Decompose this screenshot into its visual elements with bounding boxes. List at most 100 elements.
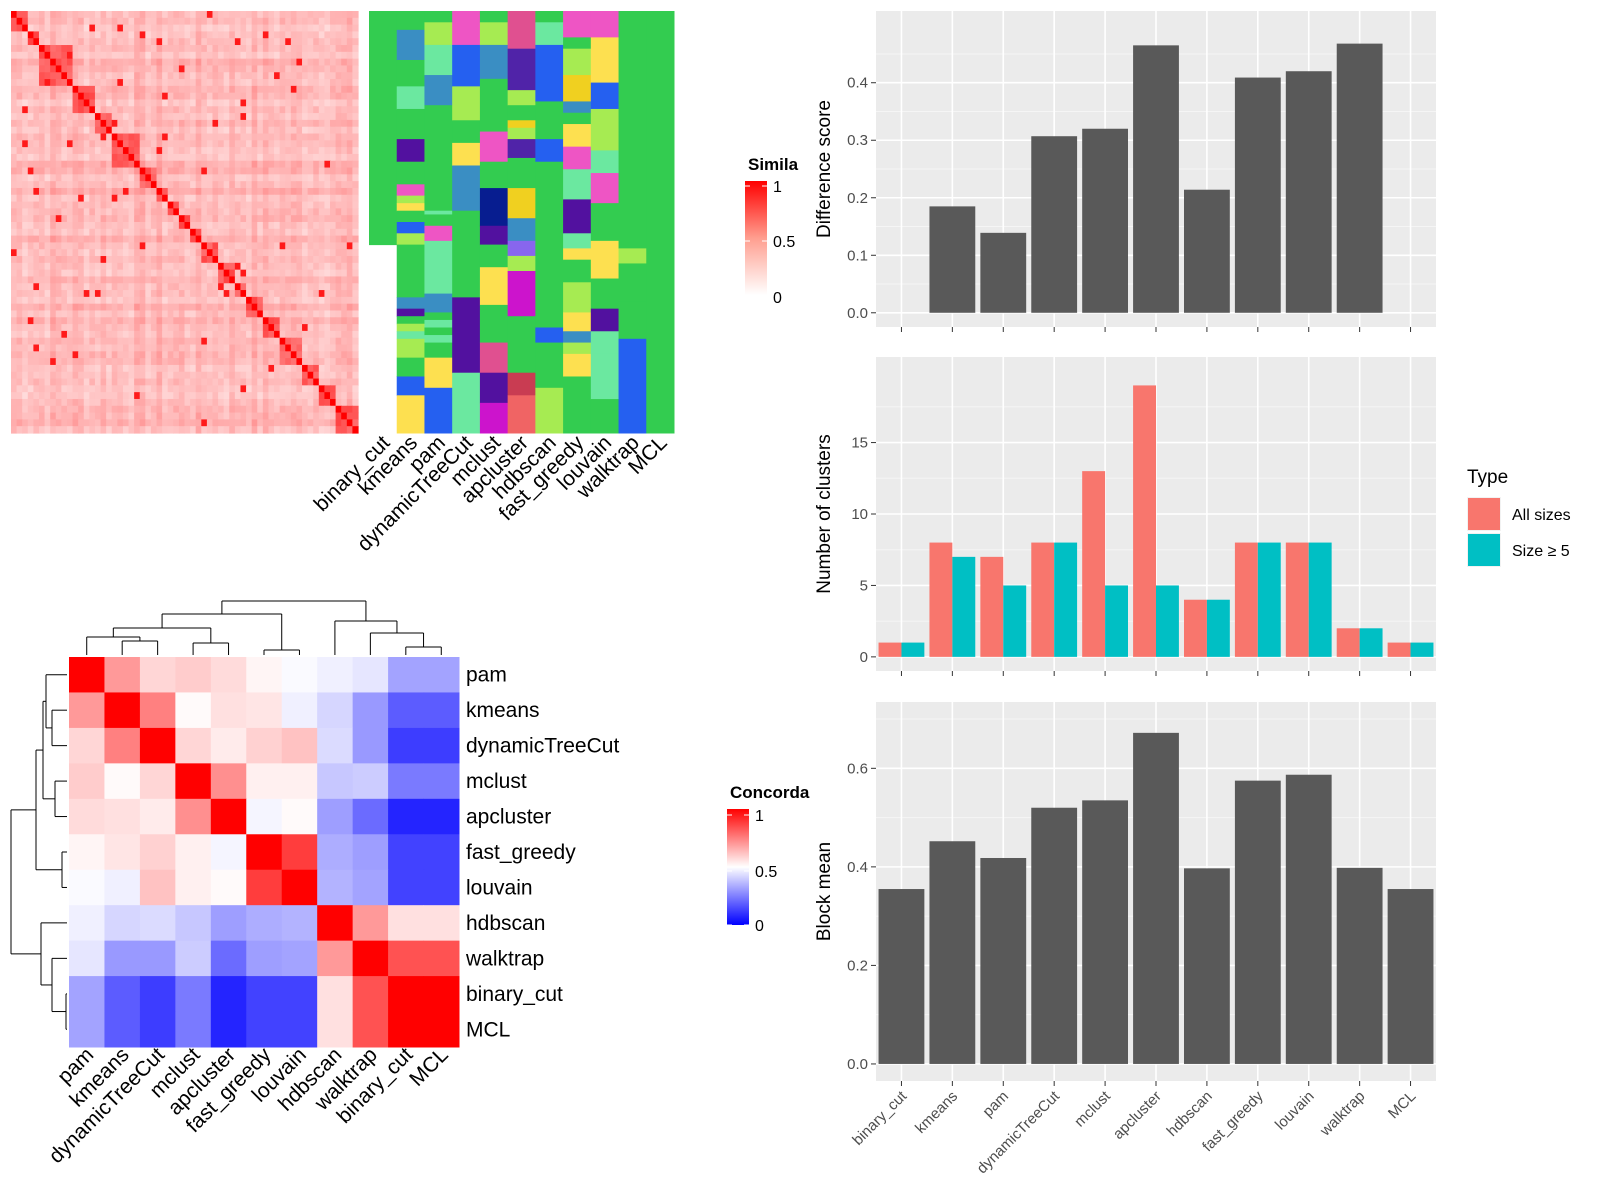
similarity-cell <box>346 194 354 203</box>
similarity-cell <box>223 24 230 33</box>
similarity-cell <box>111 119 118 128</box>
similarity-cell <box>139 24 146 33</box>
similarity-cell <box>190 392 197 400</box>
similarity-cell <box>285 351 292 359</box>
similarity-cell <box>145 296 152 305</box>
similarity-cell <box>229 17 236 26</box>
similarity-cell <box>173 412 180 420</box>
similarity-cell <box>279 351 286 359</box>
similarity-cell <box>139 317 146 325</box>
similarity-cell <box>83 242 90 250</box>
similarity-cell <box>61 412 68 420</box>
similarity-cell <box>44 412 51 420</box>
concordance-cell <box>246 940 283 977</box>
bar <box>929 206 976 313</box>
similarity-cell <box>162 269 169 278</box>
similarity-cell <box>229 174 236 182</box>
similarity-cell <box>89 99 96 107</box>
similarity-cell <box>234 269 242 278</box>
similarity-cell <box>50 160 57 169</box>
type-legend-key <box>1468 534 1500 566</box>
similarity-cell <box>55 290 62 298</box>
similarity-cell <box>139 72 146 80</box>
cluster-cell <box>590 11 620 38</box>
similarity-cell <box>223 351 230 359</box>
x-tick-label: binary_cut <box>849 1087 911 1149</box>
similarity-cell <box>240 126 247 135</box>
similarity-cell <box>11 405 18 414</box>
similarity-cell <box>134 405 141 414</box>
cluster-cell <box>507 90 536 106</box>
similarity-cell <box>251 160 258 169</box>
similarity-cell <box>162 249 169 257</box>
similarity-cell <box>22 119 29 128</box>
similarity-cell <box>285 58 292 67</box>
similarity-cell <box>290 38 298 46</box>
similarity-cell <box>173 160 180 169</box>
similarity-cell <box>122 283 130 291</box>
similarity-cell <box>16 119 23 128</box>
similarity-cell <box>262 256 270 264</box>
similarity-cell <box>122 85 130 94</box>
similarity-cell <box>223 426 230 434</box>
similarity-cell <box>302 85 309 94</box>
similarity-cell <box>335 45 342 53</box>
similarity-cell <box>145 113 152 121</box>
similarity-cell <box>251 222 258 230</box>
similarity-cell <box>307 222 314 230</box>
similarity-cell <box>302 174 309 182</box>
similarity-cell <box>268 385 275 393</box>
similarity-cell <box>150 167 158 175</box>
similarity-cell <box>44 330 51 339</box>
similarity-cell <box>50 405 57 414</box>
similarity-cell <box>145 419 152 427</box>
similarity-cell <box>11 167 18 175</box>
similarity-cell <box>251 85 258 94</box>
similarity-cell <box>240 324 247 332</box>
similarity-cell <box>11 208 18 216</box>
similarity-cell <box>246 133 253 141</box>
similarity-cell <box>11 330 18 339</box>
similarity-cell <box>234 201 242 209</box>
similarity-cell <box>22 215 29 223</box>
similarity-cell <box>324 358 331 366</box>
similarity-cell <box>330 174 337 182</box>
similarity-cell <box>257 330 264 339</box>
similarity-cell <box>27 249 34 257</box>
similarity-cell <box>27 412 34 420</box>
similarity-cell <box>190 371 197 380</box>
similarity-cell <box>122 228 130 237</box>
similarity-cell <box>94 276 102 284</box>
similarity-cell <box>335 303 342 312</box>
similarity-cell <box>302 351 309 359</box>
similarity-cell <box>66 113 74 121</box>
similarity-cell <box>83 317 90 325</box>
similarity-cell <box>352 228 359 237</box>
similarity-cell <box>190 113 197 121</box>
similarity-cell <box>72 378 79 386</box>
similarity-cell <box>134 133 141 141</box>
similarity-cell <box>117 358 124 366</box>
concordance-cell <box>388 657 425 693</box>
similarity-cell <box>190 92 197 101</box>
similarity-cell <box>55 235 62 244</box>
similarity-cell <box>274 201 281 209</box>
similarity-cell <box>302 324 309 332</box>
similarity-cell <box>246 167 253 175</box>
similarity-cell <box>201 187 208 196</box>
similarity-cell <box>346 249 354 257</box>
similarity-cell <box>313 242 320 250</box>
similarity-cell <box>290 99 298 107</box>
similarity-cell <box>61 174 68 182</box>
similarity-cell <box>201 194 208 203</box>
similarity-cell <box>22 45 29 53</box>
similarity-cell <box>22 330 29 339</box>
similarity-cell <box>290 222 298 230</box>
similarity-cell <box>66 208 74 216</box>
concordance-cell <box>246 834 283 871</box>
similarity-cell <box>307 405 314 414</box>
similarity-cell <box>346 256 354 264</box>
similarity-cell <box>257 378 264 386</box>
similarity-cell <box>330 235 337 244</box>
similarity-cell <box>94 242 102 250</box>
